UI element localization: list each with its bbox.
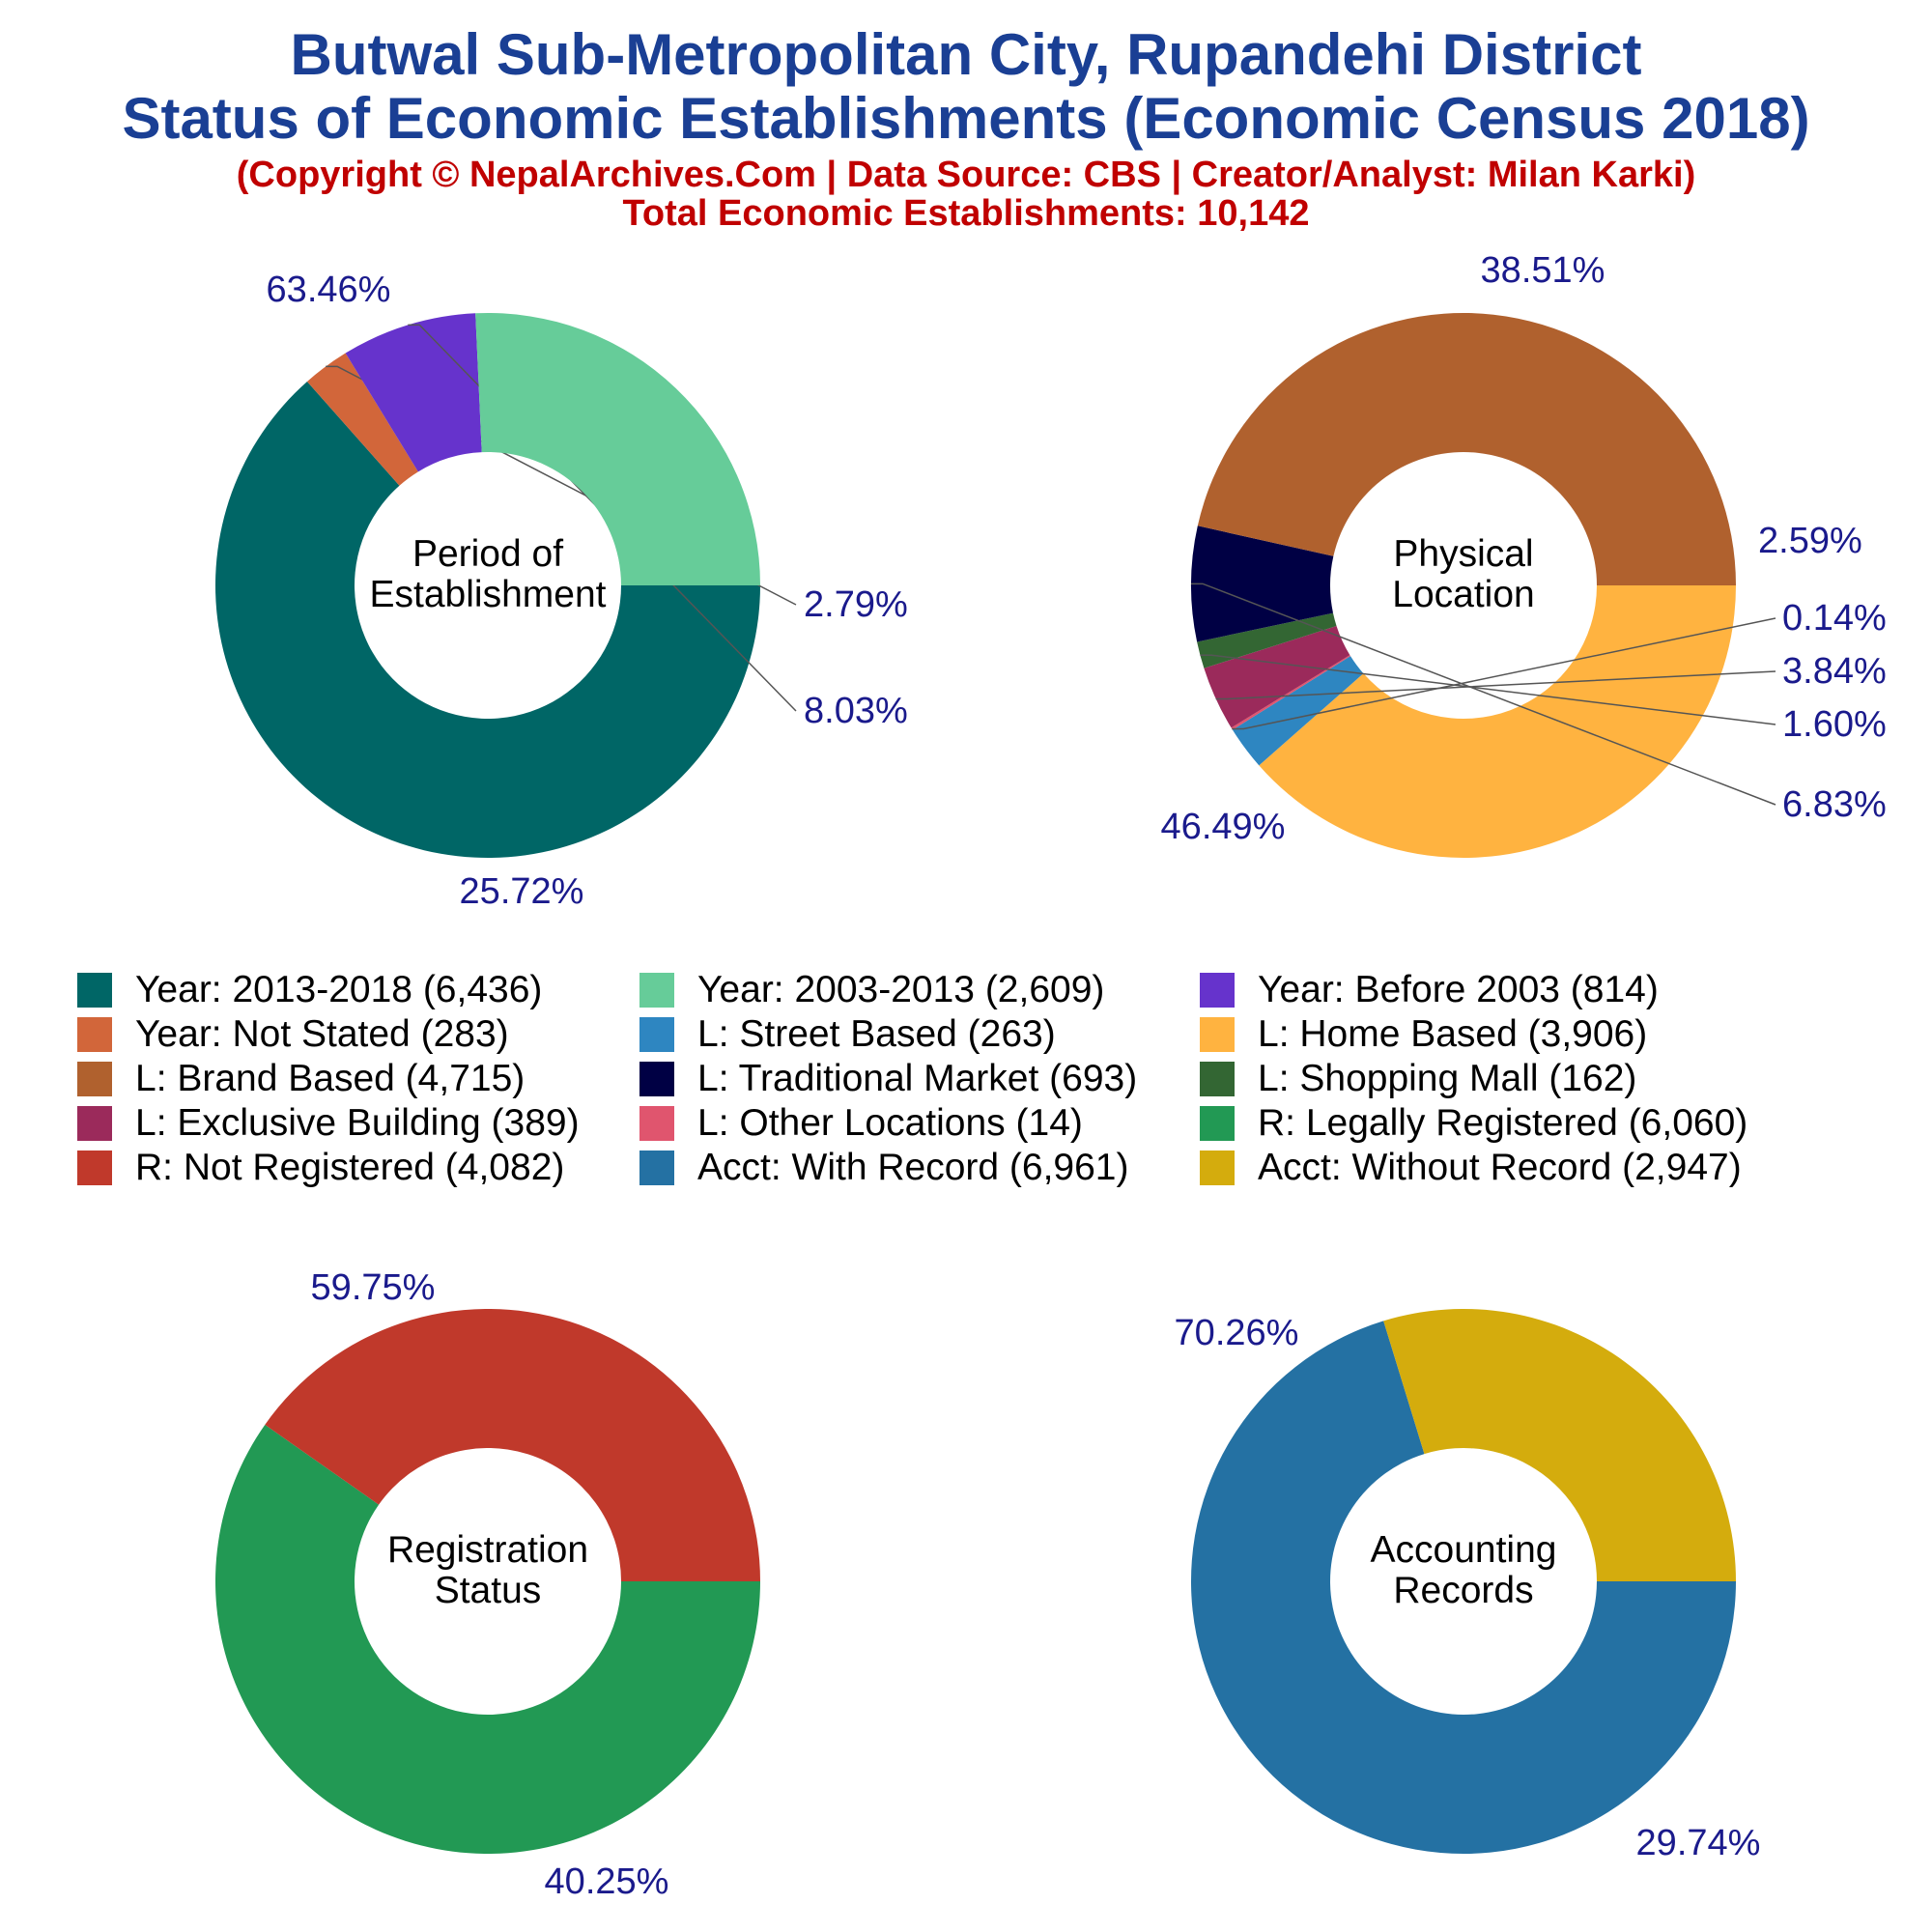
slice-percent-label: 0.14% (1782, 598, 1887, 639)
center-label: Physical (1393, 533, 1533, 575)
donut-location: 38.51% 2.59% 0.14% 3.84% 1.60% 6.83% 46.49% Phy… (1161, 250, 1887, 858)
legend-swatch (77, 973, 112, 1008)
slice-percent-label: 46.49% (1161, 807, 1286, 847)
center-label: Records (1393, 1570, 1533, 1611)
chart-title-line2: Status of Economic Establishments (Econo… (122, 86, 1810, 151)
slice-r-legally-registered (215, 1424, 760, 1854)
leader-line (1232, 617, 1776, 730)
legend-label: L: Brand Based (4,715) (135, 1058, 526, 1099)
slice-percent-label: 59.75% (311, 1267, 436, 1308)
slice-r-not-registered (265, 1309, 760, 1581)
slice-percent-label: 25.72% (460, 871, 584, 912)
legend-label: L: Other Locations (14) (697, 1102, 1083, 1144)
legend-item: Year: 2013-2018 (6,436) (77, 969, 542, 1011)
legend-swatch (1200, 973, 1235, 1008)
slice-l-street-based (1232, 656, 1364, 766)
legend-item: L: Shopping Mall (162) (1200, 1058, 1636, 1100)
legend-label: L: Home Based (3,906) (1258, 1013, 1648, 1055)
slice-percent-label: 1.60% (1782, 704, 1887, 745)
slice-percent-label: 63.46% (267, 270, 391, 310)
center-label: Period of (412, 533, 563, 575)
slice-percent-label: 8.03% (804, 691, 908, 731)
legend-label: L: Traditional Market (693) (697, 1058, 1138, 1099)
legend-item: R: Legally Registered (6,060) (1200, 1102, 1747, 1145)
legend-swatch (639, 1106, 674, 1141)
legend-label: R: Not Registered (4,082) (135, 1147, 565, 1188)
legend-swatch (77, 1062, 112, 1096)
legend-label: Year: Not Stated (283) (135, 1013, 509, 1055)
legend-item: L: Street Based (263) (639, 1013, 1056, 1056)
slice-percent-label: 29.74% (1636, 1823, 1761, 1863)
center-label: Location (1392, 574, 1534, 615)
leader-line (1200, 654, 1776, 725)
chart-title-line1: Butwal Sub-Metropolitan City, Rupandehi … (290, 22, 1642, 87)
slice-l-shopping-mall (1197, 612, 1337, 668)
slice-l-home-based (1259, 585, 1736, 858)
slice-percent-label: 38.51% (1481, 250, 1605, 291)
center-label: Status (435, 1570, 542, 1611)
legend-item: Acct: Without Record (2,947) (1200, 1147, 1742, 1189)
legend-swatch (639, 1062, 674, 1096)
legend-item: L: Other Locations (14) (639, 1102, 1083, 1145)
legend-item: L: Brand Based (4,715) (77, 1058, 525, 1100)
slice-percent-label: 2.79% (804, 584, 908, 625)
center-label: Establishment (370, 574, 607, 615)
slice-percent-label: 70.26% (1175, 1313, 1299, 1353)
legend-label: Acct: With Record (6,961) (697, 1147, 1129, 1188)
legend-item: L: Traditional Market (693) (639, 1058, 1137, 1100)
center-label: Registration (387, 1529, 588, 1571)
leader-line (1191, 582, 1776, 806)
legend-item: R: Not Registered (4,082) (77, 1147, 564, 1189)
legend-swatch (1200, 1151, 1235, 1185)
legend-swatch (77, 1106, 112, 1141)
slice-year-not-stated (306, 353, 418, 486)
legend-swatch (1200, 1106, 1235, 1141)
legend-label: Year: Before 2003 (814) (1258, 969, 1659, 1010)
chart-subtitle-copyright: (Copyright © NepalArchives.Com | Data So… (236, 155, 1696, 195)
legend-item: Year: 2003-2013 (2,609) (639, 969, 1104, 1011)
slice-l-traditional-market (1191, 526, 1334, 642)
legend-swatch (1200, 1017, 1235, 1052)
legend-label: Acct: Without Record (2,947) (1258, 1147, 1742, 1188)
legend-swatch (639, 1017, 674, 1052)
legend-label: Year: 2003-2013 (2,609) (697, 969, 1105, 1010)
legend-item: Acct: With Record (6,961) (639, 1147, 1128, 1189)
legend-label: L: Shopping Mall (162) (1258, 1058, 1637, 1099)
legend-label: L: Exclusive Building (389) (135, 1102, 580, 1144)
center-label: Accounting (1371, 1529, 1557, 1571)
legend-label: L: Street Based (263) (697, 1013, 1056, 1055)
legend-item: Year: Not Stated (283) (77, 1013, 509, 1056)
chart-subtitle-total: Total Economic Establishments: 10,142 (622, 193, 1310, 234)
legend-item: L: Home Based (3,906) (1200, 1013, 1647, 1056)
legend-item: L: Exclusive Building (389) (77, 1102, 580, 1145)
legend-label: Year: 2013-2018 (6,436) (135, 969, 543, 1010)
leader-line (1215, 670, 1776, 700)
slice-l-brand-based (1197, 313, 1736, 585)
donut-period: 63.46% 2.79% 8.03% 25.72% Period ofEstablish… (214, 270, 908, 912)
slice-percent-label: 2.59% (1758, 521, 1862, 561)
legend-label: R: Legally Registered (6,060) (1258, 1102, 1748, 1144)
slice-year-2013-2018 (214, 381, 760, 859)
slice-l-exclusive-building (1204, 625, 1350, 728)
legend-swatch (639, 973, 674, 1008)
slice-acct-without-record (1383, 1309, 1737, 1581)
legend-swatch (639, 1151, 674, 1185)
legend-swatch (77, 1017, 112, 1052)
legend-item: Year: Before 2003 (814) (1200, 969, 1659, 1011)
slice-percent-label: 6.83% (1782, 784, 1887, 825)
legend-swatch (1200, 1062, 1235, 1096)
slice-year-2003-2013 (475, 313, 760, 585)
slice-percent-label: 40.25% (545, 1861, 669, 1902)
slice-acct-with-record (1191, 1321, 1736, 1854)
slice-percent-label: 3.84% (1782, 651, 1887, 692)
legend-swatch (77, 1151, 112, 1185)
slice-l-other-locations (1231, 655, 1350, 730)
